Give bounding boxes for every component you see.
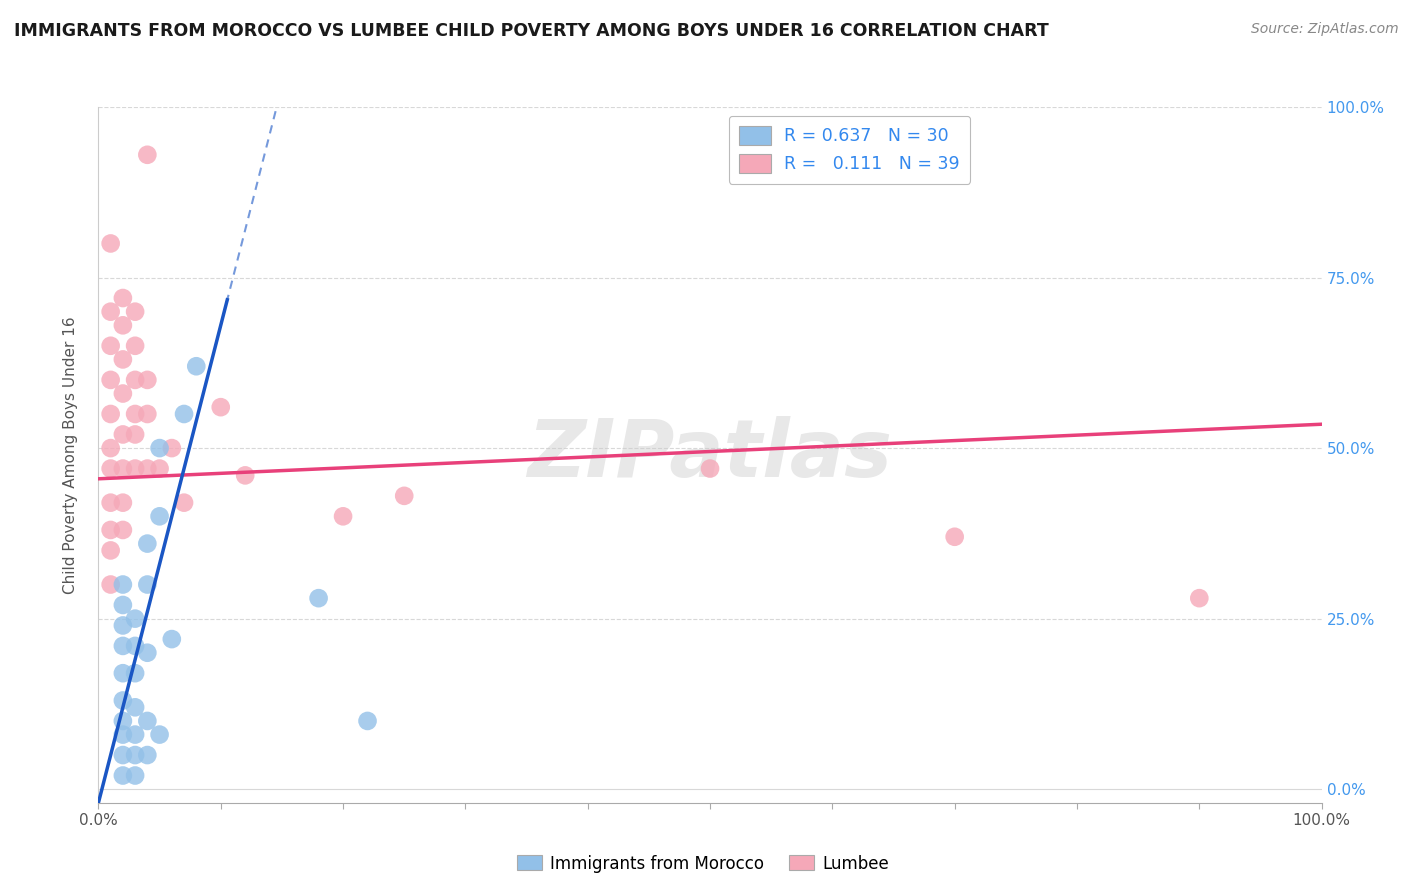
Point: [124, 612, 146, 626]
Point: [100, 339, 122, 353]
Point: [392, 489, 416, 503]
Point: [173, 496, 195, 510]
Point: [100, 461, 122, 475]
Point: [136, 536, 159, 550]
Point: [124, 747, 146, 762]
Y-axis label: Child Poverty Among Boys Under 16: Child Poverty Among Boys Under 16: [63, 316, 77, 594]
Point: [100, 523, 122, 537]
Point: [136, 373, 159, 387]
Point: [100, 304, 122, 318]
Point: [136, 714, 159, 728]
Text: Source: ZipAtlas.com: Source: ZipAtlas.com: [1251, 22, 1399, 37]
Point: [149, 441, 172, 455]
Legend: Immigrants from Morocco, Lumbee: Immigrants from Morocco, Lumbee: [510, 848, 896, 880]
Text: ZIPatlas: ZIPatlas: [527, 416, 893, 494]
Point: [111, 386, 134, 401]
Point: [136, 646, 159, 660]
Point: [332, 509, 354, 524]
Point: [160, 632, 183, 646]
Point: [356, 714, 378, 728]
Point: [136, 577, 159, 591]
Point: [111, 291, 134, 305]
Point: [111, 577, 134, 591]
Point: [149, 509, 172, 524]
Point: [100, 441, 122, 455]
Point: [136, 148, 159, 162]
Point: [149, 461, 172, 475]
Point: [149, 728, 172, 742]
Point: [111, 352, 134, 367]
Point: [111, 693, 134, 707]
Point: [124, 666, 146, 681]
Point: [111, 768, 134, 782]
Point: [124, 339, 146, 353]
Point: [136, 407, 159, 421]
Point: [124, 700, 146, 714]
Point: [111, 496, 134, 510]
Point: [699, 461, 721, 475]
Legend: R = 0.637   N = 30, R =   0.111   N = 39: R = 0.637 N = 30, R = 0.111 N = 39: [728, 116, 970, 184]
Point: [173, 407, 195, 421]
Point: [100, 577, 122, 591]
Point: [186, 359, 208, 374]
Point: [943, 530, 966, 544]
Point: [124, 728, 146, 742]
Point: [308, 591, 330, 606]
Point: [124, 768, 146, 782]
Point: [111, 618, 134, 632]
Point: [1188, 591, 1211, 606]
Point: [111, 747, 134, 762]
Point: [111, 461, 134, 475]
Point: [111, 666, 134, 681]
Point: [111, 427, 134, 442]
Point: [111, 523, 134, 537]
Point: [136, 461, 159, 475]
Point: [100, 496, 122, 510]
Point: [124, 304, 146, 318]
Point: [124, 407, 146, 421]
Point: [111, 639, 134, 653]
Point: [111, 598, 134, 612]
Point: [124, 639, 146, 653]
Point: [160, 441, 183, 455]
Point: [100, 543, 122, 558]
Point: [233, 468, 256, 483]
Point: [124, 373, 146, 387]
Point: [100, 236, 122, 251]
Point: [124, 461, 146, 475]
Point: [111, 728, 134, 742]
Text: IMMIGRANTS FROM MOROCCO VS LUMBEE CHILD POVERTY AMONG BOYS UNDER 16 CORRELATION : IMMIGRANTS FROM MOROCCO VS LUMBEE CHILD …: [14, 22, 1049, 40]
Point: [111, 318, 134, 333]
Point: [111, 714, 134, 728]
Point: [124, 427, 146, 442]
Point: [100, 373, 122, 387]
Point: [136, 747, 159, 762]
Point: [209, 400, 232, 414]
Point: [100, 407, 122, 421]
